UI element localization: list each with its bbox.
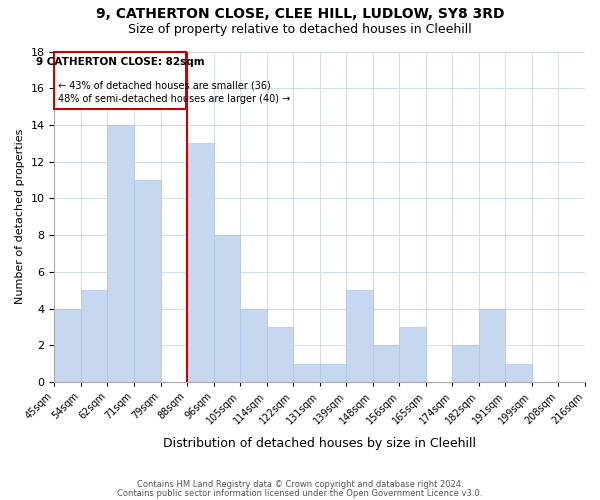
Text: Contains public sector information licensed under the Open Government Licence v3: Contains public sector information licen… xyxy=(118,489,482,498)
Bar xyxy=(187,144,214,382)
Y-axis label: Number of detached properties: Number of detached properties xyxy=(15,129,25,304)
Text: 9, CATHERTON CLOSE, CLEE HILL, LUDLOW, SY8 3RD: 9, CATHERTON CLOSE, CLEE HILL, LUDLOW, S… xyxy=(96,8,504,22)
Bar xyxy=(346,290,373,382)
Bar xyxy=(266,327,293,382)
Bar xyxy=(81,290,107,382)
Bar xyxy=(505,364,532,382)
Text: Contains HM Land Registry data © Crown copyright and database right 2024.: Contains HM Land Registry data © Crown c… xyxy=(137,480,463,489)
Text: 9 CATHERTON CLOSE: 82sqm: 9 CATHERTON CLOSE: 82sqm xyxy=(36,57,205,67)
Text: 48% of semi-detached houses are larger (40) →: 48% of semi-detached houses are larger (… xyxy=(58,94,290,104)
Bar xyxy=(320,364,346,382)
Bar xyxy=(107,125,134,382)
Bar xyxy=(55,308,81,382)
Bar xyxy=(373,345,399,382)
Bar xyxy=(134,180,161,382)
Bar xyxy=(452,345,479,382)
Bar xyxy=(399,327,426,382)
Text: ← 43% of detached houses are smaller (36): ← 43% of detached houses are smaller (36… xyxy=(58,81,271,91)
Bar xyxy=(214,235,240,382)
Bar xyxy=(240,308,266,382)
X-axis label: Distribution of detached houses by size in Cleehill: Distribution of detached houses by size … xyxy=(163,437,476,450)
Bar xyxy=(293,364,320,382)
Bar xyxy=(479,308,505,382)
Text: Size of property relative to detached houses in Cleehill: Size of property relative to detached ho… xyxy=(128,22,472,36)
FancyBboxPatch shape xyxy=(55,52,186,110)
